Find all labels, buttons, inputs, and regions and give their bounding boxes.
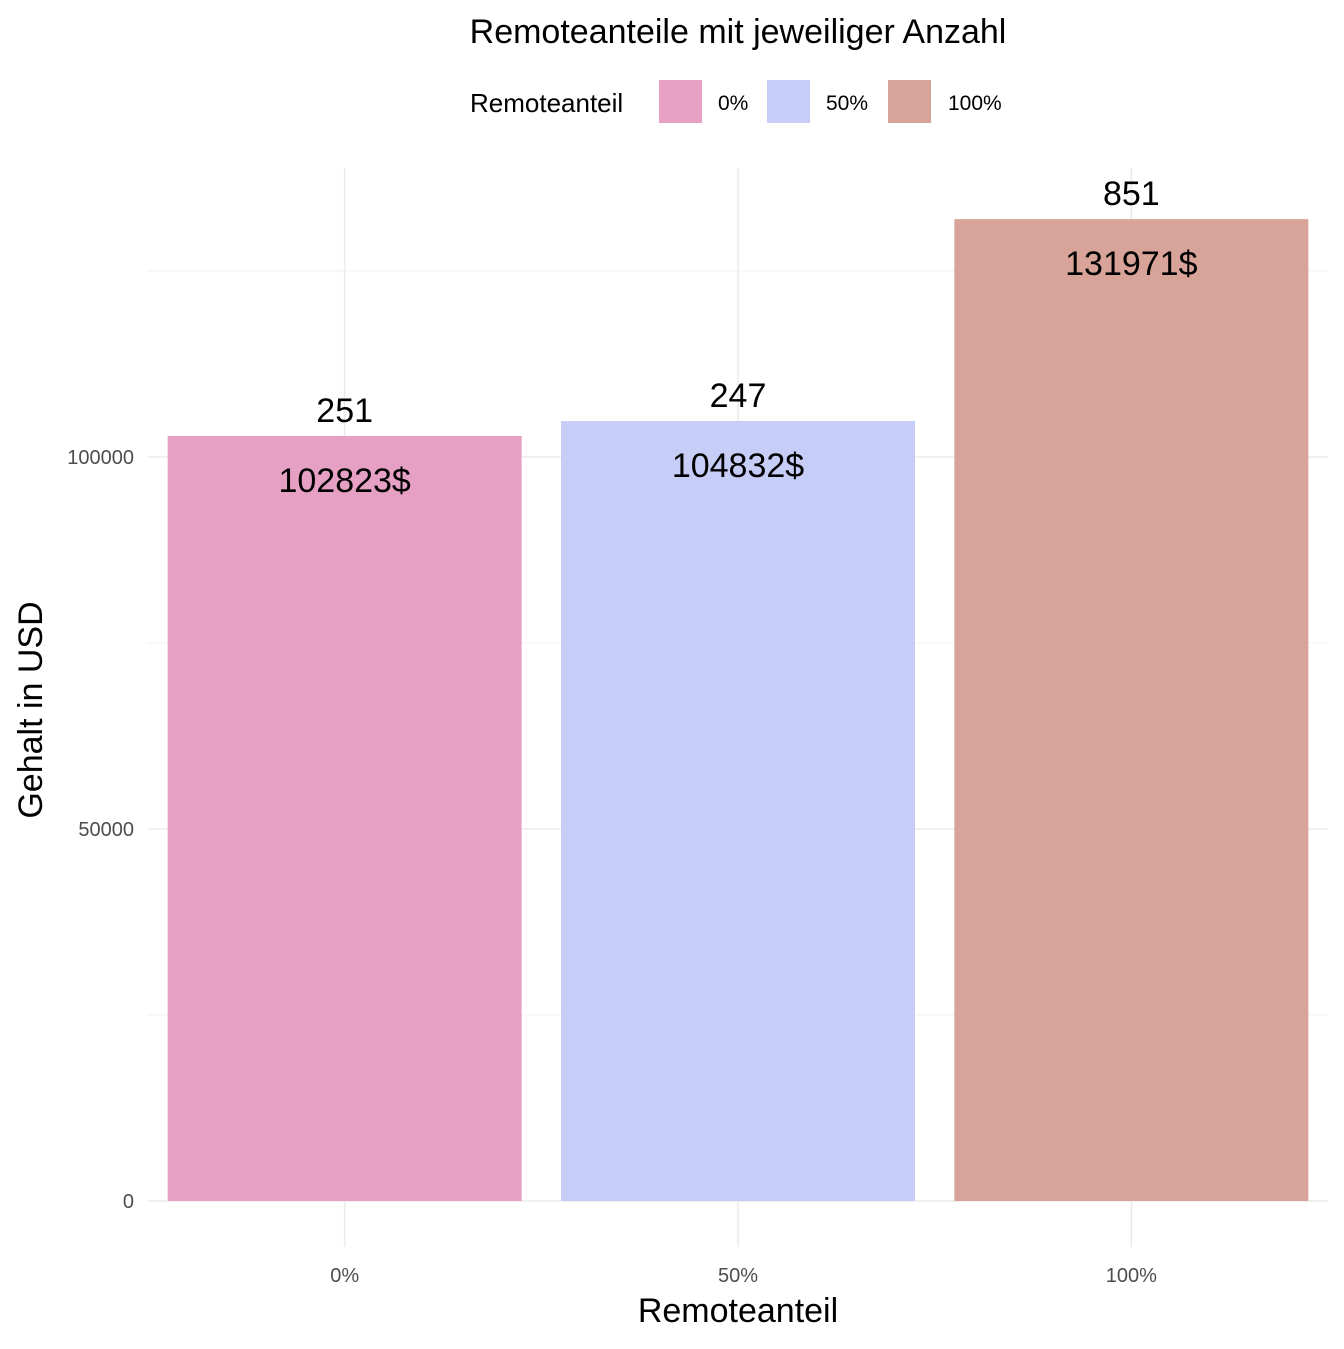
count-label: 851 (1103, 175, 1160, 213)
x-tick-label: 50% (718, 1265, 758, 1287)
legend-label: 50% (826, 92, 868, 115)
chart-title: Remoteanteile mit jeweiliger Anzahl (470, 13, 1007, 51)
legend: Remoteanteil 0% 50% 100% (470, 80, 1002, 123)
count-label: 247 (710, 377, 767, 415)
data-labels-layer: 251 102823$ 247 104832$ 851 131971$ (278, 175, 1197, 500)
legend-label: 100% (948, 92, 1002, 115)
legend-key (888, 80, 931, 123)
x-tick-label: 0% (330, 1265, 359, 1287)
bar-50% (561, 421, 915, 1201)
count-label: 251 (316, 392, 373, 430)
x-axis-title: Remoteanteil (638, 1292, 838, 1330)
x-tick-label: 100% (1106, 1265, 1157, 1287)
legend-key (659, 80, 702, 123)
value-label: 131971$ (1065, 245, 1197, 283)
legend-label: 0% (718, 92, 748, 115)
y-tick-label: 100000 (67, 447, 134, 469)
y-tick-label: 50000 (78, 819, 134, 841)
y-tick-label: 0 (123, 1191, 134, 1213)
legend-key (767, 80, 810, 123)
bar-0% (167, 435, 522, 1201)
bar-100% (954, 219, 1309, 1202)
bars-layer (167, 219, 1309, 1202)
value-label: 102823$ (278, 462, 410, 500)
axes-layer: 0 50000 100000 0% 50% 100% (67, 447, 1157, 1287)
legend-title: Remoteanteil (470, 88, 623, 118)
value-label: 104832$ (672, 447, 804, 485)
y-axis-title: Gehalt in USD (12, 601, 50, 818)
